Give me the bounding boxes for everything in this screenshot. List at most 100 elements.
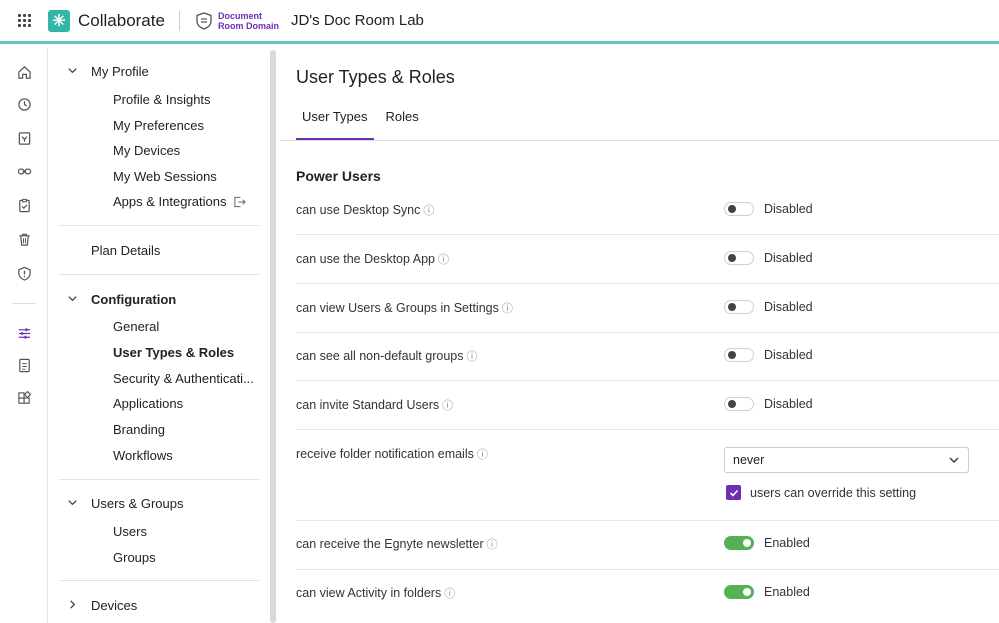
nav-section-label: My Profile — [91, 64, 149, 79]
nav-item-profile-insights[interactable]: Profile & Insights — [113, 92, 211, 107]
page-title: User Types & Roles — [296, 67, 455, 87]
nav-scrollbar[interactable] — [270, 50, 276, 623]
nav-item-applications[interactable]: Applications — [113, 396, 184, 411]
external-link-icon — [234, 196, 247, 207]
toggle-state: Enabled — [764, 585, 810, 599]
nav-section-label: Users & Groups — [91, 496, 184, 511]
main-content: User Types & Roles User Types Roles Powe… — [280, 47, 999, 623]
toggle-state: Enabled — [764, 536, 810, 550]
app-name: Collaborate — [78, 10, 165, 30]
info-icon[interactable]: ⓘ — [466, 351, 478, 363]
rail-divider — [12, 303, 36, 304]
tab-roles[interactable]: Roles — [385, 109, 419, 124]
toggle-switch[interactable] — [724, 585, 754, 599]
nav-item-users[interactable]: Users — [113, 524, 147, 539]
toggle-switch[interactable] — [724, 300, 754, 314]
checkmark-icon — [729, 489, 738, 497]
override-checkbox[interactable] — [726, 485, 741, 500]
nav-divider — [59, 479, 259, 480]
nav-item-security-authentication[interactable]: Security & Authenticati... — [113, 371, 254, 386]
shield-icon[interactable] — [16, 265, 32, 281]
domain-line-2: Room Domain — [217, 20, 279, 31]
toggle-switch[interactable] — [724, 202, 754, 216]
toggle-switch[interactable] — [724, 536, 754, 550]
nav-section-configuration[interactable]: Configuration — [67, 292, 176, 307]
nav-item-my-web-sessions[interactable]: My Web Sessions — [113, 169, 217, 184]
setting-row-non-default-groups: can see all non-default groups ⓘ Disabled — [296, 333, 999, 381]
override-checkbox-label[interactable]: users can override this setting — [750, 486, 917, 500]
nav-section-label: Configuration — [91, 292, 177, 307]
app-launcher-button[interactable] — [0, 0, 48, 43]
link-icon[interactable] — [16, 163, 32, 179]
nav-item-plan-details[interactable]: Plan Details — [91, 243, 161, 258]
nav-item-apps-integrations[interactable]: Apps & Integrations — [113, 194, 247, 209]
nav-item-user-types-roles[interactable]: User Types & Roles — [113, 345, 235, 360]
clipboard-icon[interactable] — [16, 197, 32, 213]
setting-row-view-activity: can view Activity in folders ⓘ Enabled — [296, 570, 999, 619]
trash-icon[interactable] — [16, 231, 32, 247]
nav-section-devices[interactable]: Devices — [67, 598, 137, 613]
setting-row-invite-standard-users: can invite Standard Users ⓘ Disabled — [296, 382, 999, 430]
report-icon[interactable] — [16, 357, 32, 373]
nav-section-label: Devices — [91, 598, 138, 613]
nav-item-my-devices[interactable]: My Devices — [113, 143, 181, 158]
chevron-down-icon — [67, 65, 79, 79]
left-rail — [0, 47, 48, 623]
top-bar: ✳ Collaborate Document Room Domain JD's … — [0, 0, 999, 44]
section-title: Power Users — [296, 168, 381, 184]
info-icon[interactable]: ⓘ — [444, 588, 456, 600]
header-divider — [178, 10, 180, 31]
toggle-switch[interactable] — [724, 397, 754, 411]
setting-label: can use Desktop Sync ⓘ — [296, 203, 435, 217]
tab-user-types[interactable]: User Types — [296, 109, 374, 141]
tab-bar: User Types Roles — [296, 109, 431, 141]
domain-line-1: Document — [217, 10, 262, 21]
setting-label: can use the Desktop App ⓘ — [296, 252, 449, 266]
info-icon[interactable]: ⓘ — [442, 400, 454, 412]
nav-divider — [59, 274, 259, 275]
setting-row-folder-notifications: receive folder notification emails ⓘ neve… — [296, 431, 999, 521]
nav-item-groups[interactable]: Groups — [113, 550, 156, 565]
info-icon[interactable]: ⓘ — [501, 303, 513, 315]
nav-item-general[interactable]: General — [113, 319, 160, 334]
setting-label: can receive the Egnyte newsletter ⓘ — [296, 537, 498, 551]
apps-icon[interactable] — [16, 390, 32, 406]
chevron-down-icon — [67, 293, 79, 307]
info-icon[interactable]: ⓘ — [476, 449, 488, 461]
nav-section-users-groups[interactable]: Users & Groups — [67, 496, 183, 511]
toggle-state: Disabled — [764, 348, 813, 362]
nav-item-my-preferences[interactable]: My Preferences — [113, 118, 205, 133]
nav-section-my-profile[interactable]: My Profile — [67, 64, 149, 79]
nav-item-label: Apps & Integrations — [113, 194, 227, 209]
tab-underline — [280, 140, 999, 141]
setting-row-view-users-groups: can view Users & Groups in Settings ⓘ Dis… — [296, 285, 999, 333]
toggle-state: Disabled — [764, 300, 813, 314]
info-icon[interactable]: ⓘ — [423, 205, 435, 217]
setting-row-desktop-app: can use the Desktop App ⓘ Disabled — [296, 236, 999, 284]
setting-label: can invite Standard Users ⓘ — [296, 398, 454, 412]
nav-item-branding[interactable]: Branding — [113, 422, 166, 437]
select-value: never — [733, 453, 765, 467]
toggle-switch[interactable] — [724, 348, 754, 362]
setting-label: can see all non-default groups ⓘ — [296, 349, 478, 363]
nav-divider — [59, 225, 259, 226]
chevron-down-icon — [67, 497, 79, 511]
chevron-down-icon — [949, 457, 959, 463]
notification-frequency-select[interactable]: never — [724, 447, 969, 473]
toggle-switch[interactable] — [724, 251, 754, 265]
domain-badge: Document Room Domain — [194, 11, 279, 31]
nav-item-workflows[interactable]: Workflows — [113, 448, 173, 463]
app-logo[interactable]: ✳ Collaborate — [48, 9, 165, 32]
setting-label: receive folder notification emails ⓘ — [296, 447, 488, 461]
info-icon[interactable]: ⓘ — [486, 539, 498, 551]
clock-icon[interactable] — [16, 96, 32, 112]
setting-label: can view Users & Groups in Settings ⓘ — [296, 301, 513, 315]
info-icon[interactable]: ⓘ — [437, 254, 449, 266]
setting-label: can view Activity in folders ⓘ — [296, 586, 456, 600]
sliders-icon[interactable] — [16, 325, 32, 341]
settings-nav: My Profile Profile & Insights My Prefere… — [49, 47, 279, 623]
collaborate-logo-icon: ✳ — [48, 9, 70, 32]
inbox-icon[interactable] — [16, 130, 32, 146]
home-icon[interactable] — [16, 64, 32, 80]
chevron-right-icon — [67, 599, 79, 613]
